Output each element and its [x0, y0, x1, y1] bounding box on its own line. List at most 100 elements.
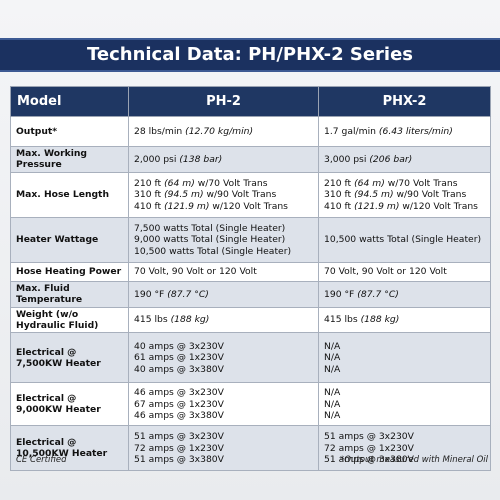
table-row: Max. Hose Length 210 ft (64 m) w/70 Volt …: [10, 171, 491, 218]
cell-line: N/A: [324, 410, 485, 421]
column-header: PH-2: [128, 86, 319, 117]
text-segment: 210 ft: [134, 177, 165, 189]
text-segment: (188 kg): [360, 314, 400, 326]
text-segment: 70 Volt, 90 Volt or 120 Volt: [134, 266, 257, 278]
text-segment: 7,500 watts Total (Single Heater): [134, 222, 286, 234]
cell-line: 40 amps @ 3x230V: [134, 341, 313, 352]
text-segment: (64 m): [164, 177, 195, 189]
text-segment: w/90 Volt Trans: [203, 189, 277, 201]
text-segment: N/A: [324, 363, 341, 375]
text-segment: 190 °F: [134, 288, 168, 300]
text-segment: (138 bar): [179, 153, 223, 165]
row-label: Max. Working Pressure: [10, 146, 129, 173]
cell-line: 410 ft (121.9 m) w/120 Volt Trans: [324, 201, 485, 212]
text-segment: 410 ft: [134, 200, 165, 212]
table-cell: 51 amps @ 3x230V 72 amps @ 1x230V 51 amps …: [128, 425, 319, 472]
text-segment: N/A: [324, 398, 341, 410]
table-cell: 40 amps @ 3x230V 61 amps @ 1x230V 40 amps …: [128, 332, 319, 384]
cell-line: 190 °F (87.7 °C): [134, 289, 313, 300]
cell-line: 2,000 psi (138 bar): [134, 154, 313, 165]
text-segment: 51 amps @ 3x230V: [134, 431, 224, 443]
cell-line: 310 ft (94.5 m) w/90 Volt Trans: [324, 189, 485, 200]
row-label: Heater Wattage: [10, 216, 129, 263]
text-segment: (6.43 liters/min): [378, 125, 453, 137]
text-segment: (188 kg): [170, 314, 210, 326]
text-segment: 72 amps @ 1x230V: [134, 442, 224, 454]
row-label: Output*: [10, 116, 129, 147]
table-cell: 190 °F (87.7 °C): [128, 280, 319, 308]
text-segment: 28 lbs/min: [134, 125, 186, 137]
text-segment: (206 bar): [369, 153, 413, 165]
title-banner: Technical Data: PH/PHX-2 Series: [0, 38, 500, 72]
table-cell: 10,500 watts Total (Single Heater): [318, 216, 491, 263]
text-segment: N/A: [324, 387, 341, 399]
text-segment: 40 amps @ 3x230V: [134, 340, 224, 352]
cell-line: 51 amps @ 3x230V: [134, 431, 313, 442]
table-cell: N/A N/A N/A: [318, 332, 491, 384]
table-cell: 46 amps @ 3x230V 67 amps @ 1x230V 46 amps …: [128, 382, 319, 427]
cell-line: 72 amps @ 1x230V: [134, 443, 313, 454]
table-cell: 70 Volt, 90 Volt or 120 Volt: [318, 261, 491, 282]
row-label: Max. Hose Length: [10, 171, 129, 218]
cell-line: 7,500 watts Total (Single Heater): [134, 223, 313, 234]
table-row: Hose Heating Power 70 Volt, 90 Volt or 12…: [10, 261, 491, 282]
text-segment: 10,500 watts Total (Single Heater): [324, 234, 482, 246]
text-segment: 3,000 psi: [324, 153, 370, 165]
footer-note: *Output measured with Mineral Oil: [339, 455, 488, 465]
cell-line: 51 amps @ 3x380V: [324, 454, 485, 465]
table-cell: 2,000 psi (138 bar): [128, 146, 319, 173]
text-segment: (64 m): [354, 177, 385, 189]
text-segment: 1.7 gal/min: [324, 125, 379, 137]
row-label: Weight (w/o Hydraulic Fluid): [10, 306, 129, 334]
text-segment: N/A: [324, 340, 341, 352]
text-segment: w/120 Volt Trans: [209, 200, 288, 212]
text-segment: 51 amps @ 3x230V: [324, 431, 414, 443]
row-label: Max. Fluid Temperature: [10, 280, 129, 308]
text-segment: (121.9 m): [164, 200, 210, 212]
text-segment: N/A: [324, 352, 341, 364]
text-segment: 61 amps @ 1x230V: [134, 352, 224, 364]
text-segment: 410 ft: [324, 200, 355, 212]
cell-line: 9,000 watts Total (Single Heater): [134, 234, 313, 245]
cell-line: 210 ft (64 m) w/70 Volt Trans: [324, 178, 485, 189]
cell-line: N/A: [324, 352, 485, 363]
table-cell: 7,500 watts Total (Single Heater) 9,000 w…: [128, 216, 319, 263]
cell-line: 70 Volt, 90 Volt or 120 Volt: [324, 266, 485, 277]
cell-line: N/A: [324, 341, 485, 352]
table-row: Max. Working Pressure 2,000 psi (138 bar)…: [10, 146, 491, 173]
text-segment: 72 amps @ 1x230V: [324, 442, 414, 454]
cell-line: 415 lbs (188 kg): [134, 314, 313, 325]
text-segment: 51 amps @ 3x380V: [324, 454, 414, 466]
text-segment: w/90 Volt Trans: [393, 189, 467, 201]
cell-line: 410 ft (121.9 m) w/120 Volt Trans: [134, 201, 313, 212]
cell-line: 1.7 gal/min (6.43 liters/min): [324, 126, 485, 137]
table-cell: 70 Volt, 90 Volt or 120 Volt: [128, 261, 319, 282]
text-segment: 40 amps @ 3x380V: [134, 363, 224, 375]
table-cell: 415 lbs (188 kg): [128, 306, 319, 334]
text-segment: (87.7 °C): [167, 288, 209, 300]
text-segment: 70 Volt, 90 Volt or 120 Volt: [324, 266, 447, 278]
cell-line: 40 amps @ 3x380V: [134, 364, 313, 375]
table-row: Weight (w/o Hydraulic Fluid) 415 lbs (188…: [10, 306, 491, 334]
text-segment: 210 ft: [324, 177, 355, 189]
cell-line: 61 amps @ 1x230V: [134, 352, 313, 363]
cell-line: N/A: [324, 387, 485, 398]
table-row: Output* 28 lbs/min (12.70 kg/min) 1.7 gal/…: [10, 116, 491, 147]
cell-line: N/A: [324, 399, 485, 410]
row-label: Electrical @ 10,500KW Heater: [10, 425, 129, 472]
spec-table: Model PH-2 PHX-2 Output* 28 lbs/min (12.70 …: [10, 86, 491, 472]
text-segment: (87.7 °C): [357, 288, 399, 300]
table-cell: 190 °F (87.7 °C): [318, 280, 491, 308]
text-segment: 51 amps @ 3x380V: [134, 454, 224, 466]
text-segment: 9,000 watts Total (Single Heater): [134, 234, 286, 246]
cell-line: 415 lbs (188 kg): [324, 314, 485, 325]
table-cell: 1.7 gal/min (6.43 liters/min): [318, 116, 491, 147]
text-segment: (121.9 m): [354, 200, 400, 212]
text-segment: N/A: [324, 410, 341, 422]
table-cell: 3,000 psi (206 bar): [318, 146, 491, 173]
header-row: Model PH-2 PHX-2: [10, 86, 491, 117]
row-label: Electrical @ 7,500KW Heater: [10, 332, 129, 384]
text-segment: 415 lbs: [134, 314, 171, 326]
table-cell: 28 lbs/min (12.70 kg/min): [128, 116, 319, 147]
